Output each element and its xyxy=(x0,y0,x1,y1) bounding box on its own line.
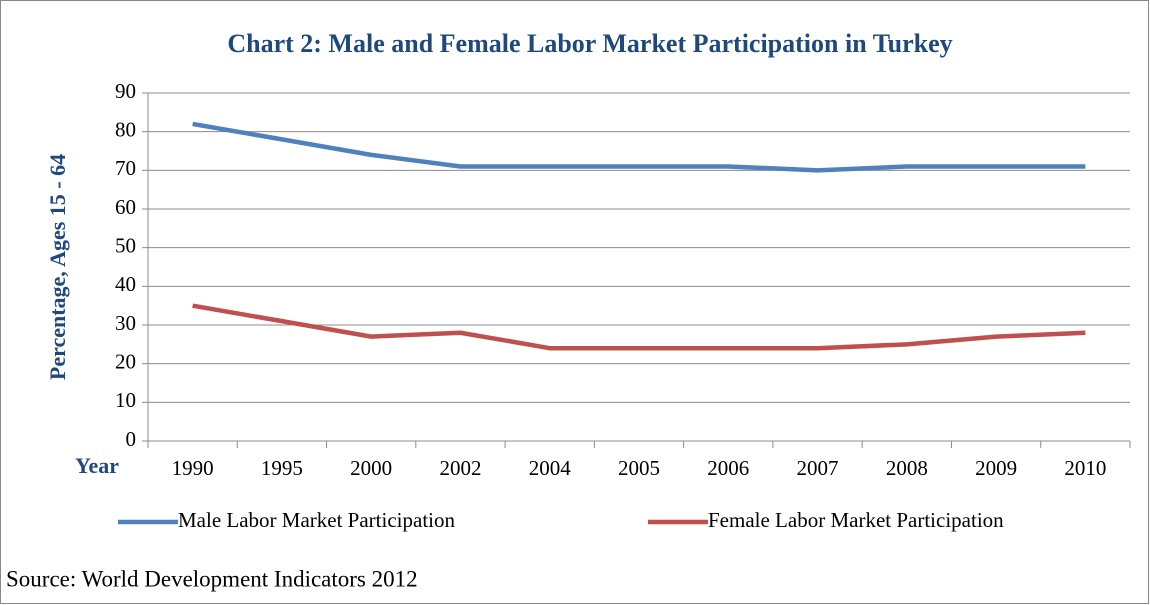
x-tick-label: 2002 xyxy=(439,456,481,480)
y-tick-label: 60 xyxy=(115,195,136,219)
x-tick-label: 2009 xyxy=(975,456,1017,480)
x-axis-label: Year xyxy=(75,453,119,478)
series-line xyxy=(192,303,1086,351)
y-tick-label: 40 xyxy=(115,272,136,296)
series-line xyxy=(192,121,1086,173)
x-tick-label: 2000 xyxy=(350,456,392,480)
x-tick-label: 1990 xyxy=(172,456,214,480)
source-note: Source: World Development Indicators 201… xyxy=(6,566,418,591)
y-tick-label: 90 xyxy=(115,79,136,103)
y-tick-label: 0 xyxy=(126,427,137,451)
y-tick-label: 10 xyxy=(115,388,136,412)
x-tick-label: 2007 xyxy=(797,456,839,480)
x-tick-label: 2004 xyxy=(529,456,572,480)
x-tick-label: 1995 xyxy=(261,456,303,480)
x-tick-label: 2005 xyxy=(618,456,660,480)
y-tick-label: 30 xyxy=(115,311,136,335)
y-tick-label: 20 xyxy=(115,349,136,373)
x-tick-label: 2006 xyxy=(707,456,749,480)
chart-title: Chart 2: Male and Female Labor Market Pa… xyxy=(227,29,952,58)
y-tick-label: 50 xyxy=(115,233,136,257)
legend-label: Female Labor Market Participation xyxy=(708,508,1004,532)
x-tick-label: 2008 xyxy=(886,456,928,480)
y-axis-label: Percentage, Ages 15 - 64 xyxy=(45,154,70,380)
y-tick-label: 70 xyxy=(115,156,136,180)
y-tick-label: 80 xyxy=(115,117,136,141)
legend-label: Male Labor Market Participation xyxy=(178,508,455,532)
x-tick-label: 2010 xyxy=(1064,456,1106,480)
